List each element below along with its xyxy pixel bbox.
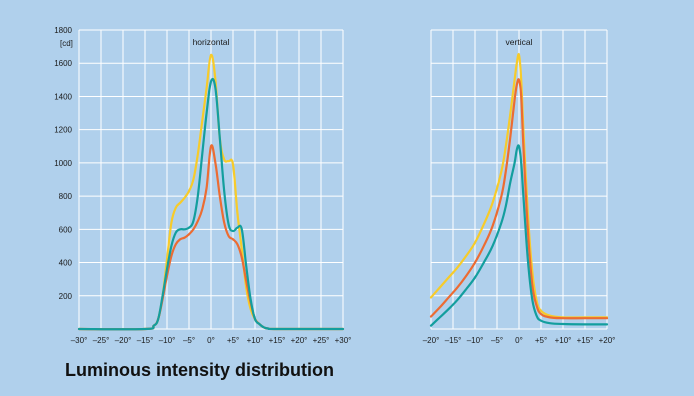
x-tick-label: 0° — [515, 336, 523, 345]
y-tick-label: 1800 — [54, 26, 72, 35]
chart-horizontal: –30° –25° –20° –15° –10° –5° 0° +5° +10° +15° +20°… — [54, 26, 351, 345]
x-tick-label: +10° — [555, 336, 572, 345]
x-tick-label: +5° — [227, 336, 239, 345]
x-tick-label: –5° — [183, 336, 195, 345]
y-tick-label: 600 — [59, 225, 73, 234]
x-tick-label: +30° — [335, 336, 352, 345]
x-tick-label: +20° — [291, 336, 308, 345]
x-tick-label: –20° — [423, 336, 440, 345]
x-tick-label: –15° — [137, 336, 154, 345]
x-tick-label: +15° — [577, 336, 594, 345]
chart-title: vertical — [506, 37, 533, 47]
x-tick-label: –10° — [159, 336, 176, 345]
x-tick-label: –25° — [93, 336, 110, 345]
x-tick-label: –5° — [491, 336, 503, 345]
x-tick-label: –15° — [445, 336, 462, 345]
y-tick-label: 1400 — [54, 92, 72, 101]
x-tick-label: –30° — [71, 336, 88, 345]
y-tick-label: 1000 — [54, 159, 72, 168]
chart-vertical: –20° –15° –10° –5° 0° +5° +10° +15° +20° vertical — [423, 29, 616, 345]
x-tick-label: –10° — [467, 336, 484, 345]
y-tick-label: 1600 — [54, 59, 72, 68]
series-line-1 — [429, 53, 609, 319]
x-tick-label: –20° — [115, 336, 132, 345]
y-axis-unit-label: [cd] — [60, 39, 73, 48]
series-line-3 — [77, 77, 345, 331]
x-tick-label: +5° — [535, 336, 547, 345]
figure-caption: Luminous intensity distribution — [65, 360, 334, 380]
x-tick-label: +20° — [599, 336, 616, 345]
x-tick-label: 0° — [207, 336, 215, 345]
x-tick-label: +10° — [247, 336, 264, 345]
y-tick-label: 800 — [59, 192, 73, 201]
y-tick-label: 200 — [59, 292, 73, 301]
series-line-3 — [429, 144, 609, 327]
y-tick-label: 1200 — [54, 126, 72, 135]
series-line-2 — [429, 78, 609, 320]
chart-title: horizontal — [193, 37, 230, 47]
x-tick-label: +25° — [313, 336, 330, 345]
x-tick-label: +15° — [269, 336, 286, 345]
y-tick-label: 400 — [59, 259, 73, 268]
